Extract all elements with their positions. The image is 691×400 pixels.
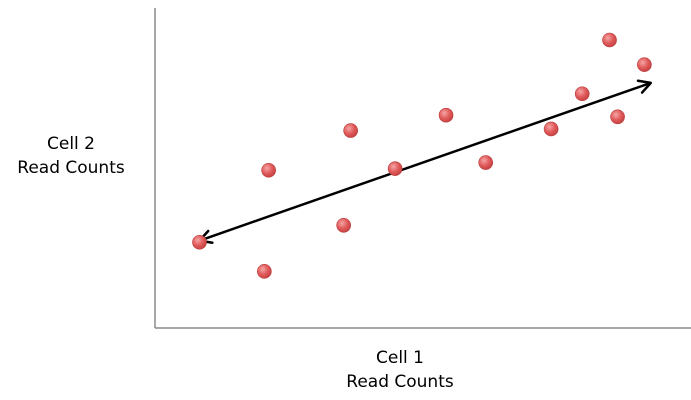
data-point-12 [610,109,625,125]
data-point-2 [257,264,272,279]
y-axis-label-line-2: Read Counts [17,158,125,178]
trend-arrow-layer [198,79,653,245]
x-axis-label: Cell 1 Read Counts [325,346,475,394]
data-point-5 [343,123,358,138]
x-axis-label-line-1: Cell 1 [376,348,424,368]
data-point-9 [543,121,559,137]
x-axis-label-line-2: Read Counts [346,372,454,392]
data-point-3 [261,162,276,178]
data-point-13 [637,57,652,72]
data-points-layer [192,32,652,279]
data-point-11 [602,32,617,48]
data-point-1 [192,234,207,250]
data-point-4 [336,217,351,233]
arrowhead-right [636,79,653,94]
y-axis-label-line-1: Cell 2 [47,134,95,154]
data-point-7 [438,107,454,123]
trend-arrow-line [199,81,652,242]
data-point-8 [478,155,494,170]
axes [154,8,691,329]
data-point-10 [574,86,590,102]
y-axis-label: Cell 2 Read Counts [6,132,136,180]
data-point-6 [387,161,403,176]
